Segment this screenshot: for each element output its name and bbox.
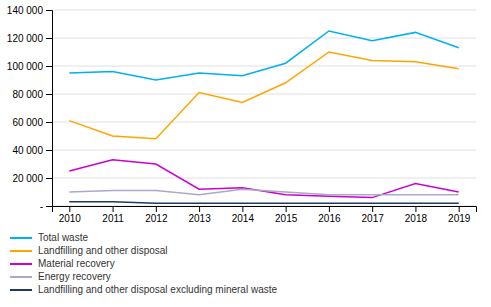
y-tick-mark [46, 10, 52, 11]
x-tick: 2013 [188, 206, 211, 224]
y-tick-mark [46, 206, 52, 207]
legend: Total waste Landfilling and other disposa… [10, 232, 277, 295]
y-tick-label: 100 000 [7, 61, 44, 72]
y-tick: 40 000 [12, 145, 52, 156]
y-tick-label: - [40, 201, 43, 212]
x-tick: 2011 [102, 206, 124, 224]
series-line [69, 31, 458, 80]
y-tick: - [40, 201, 52, 212]
x-tick-label: 2018 [405, 213, 428, 224]
y-tick-mark [46, 150, 52, 151]
y-tick: 100 000 [7, 61, 52, 72]
x-tick-mark [329, 206, 330, 212]
legend-label: Energy recovery [38, 271, 111, 282]
legend-swatch [10, 250, 32, 252]
series-line [69, 52, 458, 139]
legend-label: Landfilling and other disposal [38, 245, 168, 256]
y-tick: 80 000 [12, 89, 52, 100]
y-tick-mark [46, 178, 52, 179]
legend-swatch [10, 237, 32, 239]
x-tick-label: 2016 [318, 213, 341, 224]
y-tick: 60 000 [12, 117, 52, 128]
x-tick: 2012 [145, 206, 168, 224]
y-tick-label: 140 000 [7, 5, 44, 16]
x-tick-label: 2019 [448, 213, 471, 224]
y-tick-label: 40 000 [12, 145, 43, 156]
chart: 2010 2011 2012 2013 2014 2015 2016 2017 2018 2019… [0, 0, 491, 307]
x-tick: 2015 [275, 206, 298, 224]
x-tick-label: 2017 [362, 213, 385, 224]
grid [52, 10, 476, 206]
x-tick-mark [113, 206, 114, 212]
series-line [69, 189, 458, 195]
x-tick-label: 2014 [232, 213, 255, 224]
y-tick-mark [46, 94, 52, 95]
grid-line [52, 66, 476, 67]
grid-line [52, 94, 476, 95]
x-tick-mark [459, 206, 460, 212]
grid-line [52, 150, 476, 151]
lines [69, 31, 458, 203]
legend-item: Total waste [10, 232, 88, 243]
x-tick-mark [156, 206, 157, 212]
x-tick-mark [372, 206, 373, 212]
y-tick-mark [46, 66, 52, 67]
legend-item: Energy recovery [10, 271, 111, 282]
grid-line [52, 122, 476, 123]
y-tick-label: 20 000 [12, 173, 43, 184]
series-line [69, 202, 458, 203]
x-tick-label: 2011 [102, 213, 124, 224]
y-tick: 140 000 [7, 5, 52, 16]
x-tick-label: 2013 [188, 213, 211, 224]
x-tick: 2017 [362, 206, 385, 224]
grid-line [52, 10, 476, 11]
x-tick-mark [415, 206, 416, 212]
x-tick-mark [199, 206, 200, 212]
series-line [69, 160, 458, 198]
y-tick-mark [46, 38, 52, 39]
x-tick: 2014 [232, 206, 255, 224]
legend-item: Landfilling and other disposal excluding… [10, 284, 277, 295]
x-tick-label: 2015 [275, 213, 298, 224]
x-tick-mark [69, 206, 70, 212]
legend-label: Total waste [38, 232, 88, 243]
legend-item: Material recovery [10, 258, 115, 269]
x-tick-mark [242, 206, 243, 212]
y-tick-label: 120 000 [7, 33, 44, 44]
y-axis: - 20 000 40 000 60 000 80 000 100 000 120 000 1… [7, 5, 53, 212]
legend-swatch [10, 263, 32, 265]
y-tick-label: 60 000 [12, 117, 43, 128]
y-tick-label: 80 000 [12, 89, 43, 100]
legend-swatch [10, 289, 32, 291]
legend-label: Material recovery [38, 258, 115, 269]
axis-domain [46, 11, 53, 207]
y-tick-mark [46, 122, 52, 123]
grid-line [52, 178, 476, 179]
legend-label: Landfilling and other disposal excluding… [38, 284, 277, 295]
x-tick-label: 2012 [145, 213, 168, 224]
y-tick: 120 000 [7, 33, 52, 44]
x-axis: 2010 2011 2012 2013 2014 2015 2016 2017 2018 2019 [53, 206, 477, 224]
grid-line [52, 38, 476, 39]
legend-swatch [10, 276, 32, 278]
x-tick: 2019 [448, 206, 471, 224]
legend-item: Landfilling and other disposal [10, 245, 168, 256]
x-tick-mark [286, 206, 287, 212]
y-tick: 20 000 [12, 173, 52, 184]
axis-domain [53, 207, 477, 213]
x-tick-label: 2010 [59, 213, 82, 224]
x-tick: 2010 [59, 206, 82, 224]
x-tick: 2016 [318, 206, 341, 224]
x-tick: 2018 [405, 206, 428, 224]
plot: 2010 2011 2012 2013 2014 2015 2016 2017 2018 2019… [7, 5, 477, 224]
